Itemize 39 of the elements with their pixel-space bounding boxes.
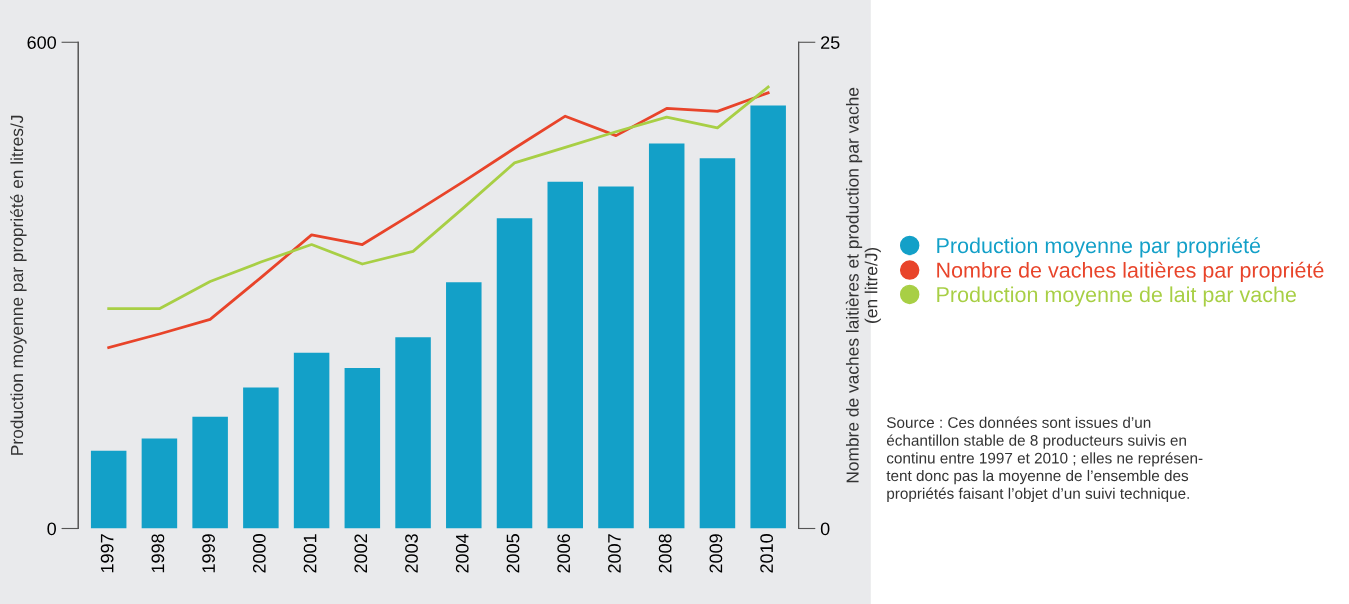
- bar: [547, 181, 584, 529]
- x-tick-label: 2010: [760, 534, 774, 573]
- bar: [395, 337, 431, 529]
- x-tick-label: 1999: [202, 534, 215, 573]
- y2-axis-title: Nombre de vaches laitières et production par vache (en litre/J): [845, 87, 881, 483]
- x-tick-label: 2007: [608, 534, 621, 573]
- y2-tick-label: 0: [820, 522, 830, 536]
- source-note: Source : Ces données sont issues d’un échantillon stable de 8 producteurs suivis en continu entre 1997 et 2010 ; elles ne représen- tent donc pas la moyenne de l’ensemble des propriétés faisant l’objet d’un suivi technique.: [886, 416, 1203, 502]
- x-tick-label: 2000: [252, 534, 266, 573]
- bar: [344, 368, 381, 529]
- x-tick-label: 2005: [506, 534, 520, 573]
- x-tick-label: 2001: [303, 534, 317, 573]
- x-tick-label: 2008: [658, 534, 672, 573]
- bar: [598, 186, 634, 529]
- bar: [699, 158, 736, 529]
- y-axis-title: Production moyenne par propriété en litres/J: [10, 115, 27, 455]
- bar: [648, 143, 685, 529]
- bar: [293, 352, 330, 529]
- y2-tick-label: 25: [821, 36, 840, 49]
- x-tick-label: 1998: [151, 534, 165, 573]
- x-tick-label: 1997: [100, 534, 114, 573]
- x-tick-label: 2009: [709, 534, 723, 573]
- bar: [90, 450, 127, 529]
- bar: [141, 438, 178, 529]
- line-series: [107, 85, 770, 311]
- bar: [243, 387, 279, 529]
- x-tick-label: 2004: [455, 533, 469, 573]
- legend-label: Nombre de vaches laitières par propriété: [937, 261, 1324, 283]
- bar: [750, 105, 786, 529]
- line-series: [107, 91, 770, 350]
- legend-label: Production moyenne de lait par vache: [937, 286, 1296, 307]
- x-tick-label: 2002: [354, 534, 368, 573]
- bar: [446, 282, 482, 529]
- x-tick-label: 2003: [405, 534, 418, 573]
- legend-label: Production moyenne par propriété: [937, 237, 1261, 258]
- x-tick-label: 2006: [557, 534, 571, 573]
- bar: [496, 218, 533, 529]
- bar: [192, 416, 228, 529]
- y-tick-label: 600: [27, 36, 57, 49]
